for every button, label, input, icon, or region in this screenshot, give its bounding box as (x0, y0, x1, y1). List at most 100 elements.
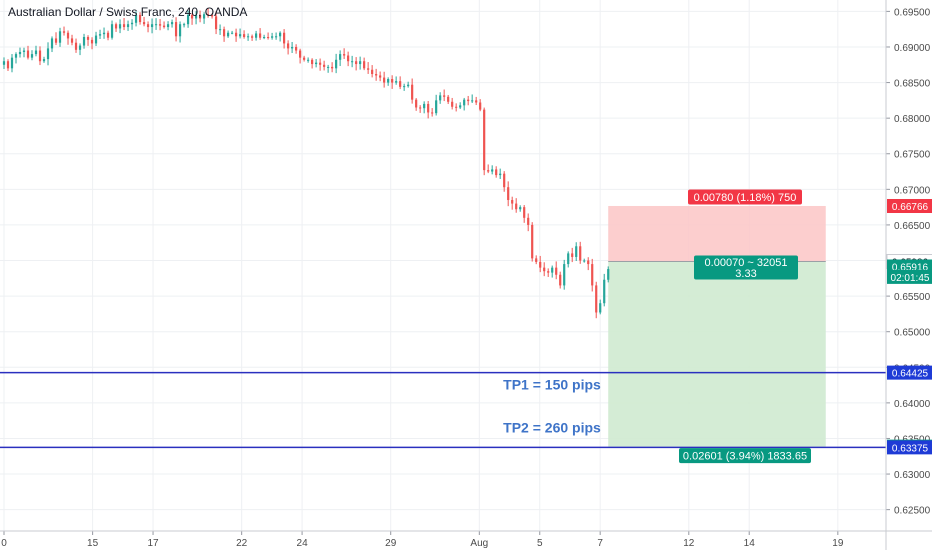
candle (10, 54, 14, 73)
candle-body (599, 303, 602, 313)
take-profit-zone (608, 261, 826, 447)
time-tick-label: 15 (87, 538, 99, 549)
candle (230, 30, 234, 35)
candle-body (90, 39, 94, 44)
candle-body (339, 54, 342, 60)
candle-body (523, 207, 526, 218)
candle-body (519, 207, 522, 210)
candle-body (511, 200, 514, 204)
candle-body (555, 267, 558, 275)
horizontal-levels: TP1 = 150 pips TP2 = 260 pips (0, 371, 886, 449)
candle (467, 95, 470, 106)
candle (166, 21, 170, 31)
candle (339, 50, 342, 67)
candle-body (106, 32, 110, 38)
candle (198, 10, 202, 23)
candle-body (230, 32, 234, 34)
candle (254, 30, 258, 41)
candle (78, 43, 82, 56)
candle-body (18, 51, 22, 55)
candle (295, 44, 298, 54)
price-tick-label: 0.63000 (894, 470, 931, 481)
candle-body (246, 36, 250, 38)
candle-body (467, 99, 470, 102)
candle (218, 24, 222, 35)
candle (451, 97, 454, 110)
candle (66, 30, 70, 45)
candle (299, 48, 302, 64)
candle (270, 32, 274, 40)
candle-body (587, 260, 590, 265)
candle-body (311, 59, 314, 65)
candle-body (431, 112, 434, 114)
candle-body (174, 22, 178, 37)
candle (547, 268, 550, 277)
price-tick-label: 0.66500 (894, 221, 931, 232)
candle (102, 27, 106, 39)
candle-body (335, 59, 338, 69)
price-tick-label: 0.69000 (894, 43, 931, 54)
candle (463, 97, 466, 111)
candle (551, 265, 554, 278)
candle-body (343, 54, 346, 56)
candle-body (210, 14, 214, 17)
price-tag-bg (887, 198, 932, 213)
candle-body (78, 45, 82, 50)
candle-body (70, 38, 74, 43)
candle-body (415, 99, 418, 108)
candle-body (110, 24, 114, 38)
candle-body (138, 14, 142, 23)
candle (246, 33, 250, 41)
candle-body (535, 258, 538, 262)
candle (459, 102, 462, 110)
candle (523, 205, 526, 223)
candle (359, 56, 362, 70)
candle-body (355, 61, 358, 65)
candle-body (459, 105, 462, 108)
candle-body (54, 38, 58, 43)
candle-body (190, 14, 194, 19)
candle-body (150, 24, 154, 28)
candle-body (275, 36, 278, 38)
candle-body (607, 269, 610, 280)
time-tick-label: 19 (832, 538, 844, 549)
candle-body (266, 37, 270, 39)
candle-body (395, 81, 398, 83)
candle (283, 29, 286, 49)
price-tag-text: 0.65916 (892, 262, 929, 273)
candle (595, 281, 598, 319)
time-tick-label: 7 (597, 538, 603, 549)
candle-body (222, 29, 226, 37)
candle (455, 103, 458, 112)
candle (555, 261, 558, 280)
candle (2, 57, 6, 69)
candle (603, 273, 606, 307)
candle-body (295, 46, 298, 51)
price-tag: 0.64425 (887, 365, 932, 380)
candle-body (387, 79, 390, 83)
candle-body (2, 61, 6, 65)
candle (315, 59, 318, 68)
candle (110, 20, 114, 40)
candle-body (6, 61, 10, 69)
take-profit-label: 0.02601 (3.94%) 1833.65 (679, 448, 811, 464)
candle (323, 60, 326, 71)
candle (162, 21, 166, 29)
candle-body (154, 24, 158, 26)
candle-body (42, 59, 46, 62)
candle (146, 21, 150, 33)
candle-body (226, 32, 230, 37)
candle (178, 21, 182, 43)
candle-body (435, 100, 438, 114)
candle-body (583, 260, 586, 262)
candle-body (218, 29, 222, 31)
candle (351, 55, 354, 68)
candle (479, 99, 482, 112)
time-tick-label: 5 (537, 538, 543, 549)
candle (86, 35, 90, 46)
candle (258, 28, 262, 40)
candle (435, 94, 438, 116)
candle (266, 32, 270, 40)
candle-body (423, 103, 426, 109)
candle (543, 262, 546, 277)
